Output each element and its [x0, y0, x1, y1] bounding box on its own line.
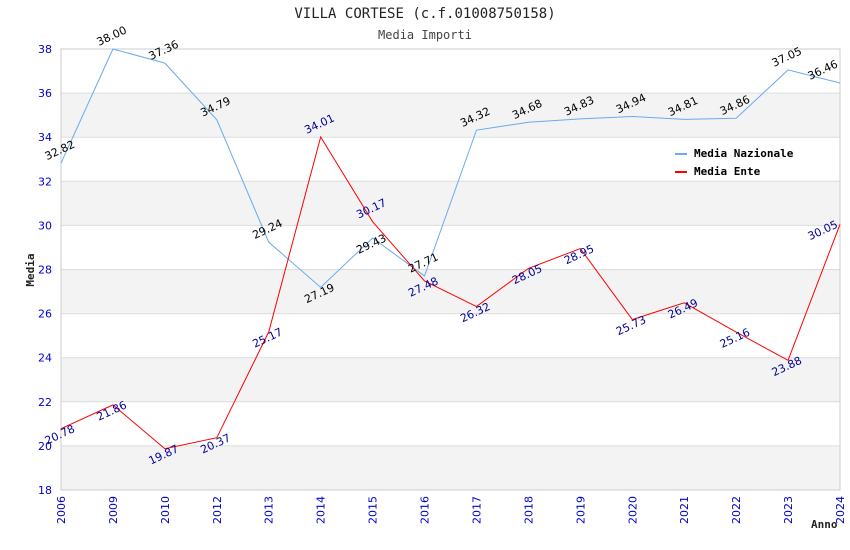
chart-title: VILLA CORTESE (c.f.01008750158) — [294, 6, 555, 22]
x-tick-label: 2015 — [367, 496, 380, 524]
x-tick-label: 2010 — [159, 496, 172, 524]
legend-label-ente: Media Ente — [694, 165, 761, 178]
legend-label-nazionale: Media Nazionale — [694, 147, 794, 160]
x-tick-label: 2019 — [574, 496, 587, 524]
legend: Media Nazionale Media Ente — [670, 142, 810, 178]
y-tick-label: 36 — [38, 87, 52, 100]
chart-subtitle: Media Importi — [378, 28, 472, 42]
y-tick-label: 26 — [38, 308, 52, 321]
y-tick-label: 20 — [38, 440, 52, 453]
x-tick-label: 2016 — [419, 496, 432, 524]
y-tick-label: 32 — [38, 175, 52, 188]
legend-background — [670, 142, 810, 178]
grid-band — [61, 445, 840, 490]
series-line-ente — [60, 135, 841, 450]
x-tick-label: 2017 — [470, 496, 483, 524]
x-tick-label: 2009 — [107, 496, 120, 524]
x-tick-label: 2022 — [730, 496, 743, 524]
x-tick-label: 2006 — [55, 496, 68, 524]
data-label: 38.00 — [95, 24, 129, 49]
plot-border — [60, 48, 841, 491]
x-tick-label: 2013 — [263, 496, 276, 524]
x-tick-label: 2012 — [211, 496, 224, 524]
x-tick-label: 2024 — [834, 496, 847, 524]
y-tick-label: 30 — [38, 219, 52, 232]
y-tick-label: 22 — [38, 396, 52, 409]
grid-band — [61, 269, 840, 314]
x-tick-label: 2018 — [522, 496, 535, 524]
grid-band — [61, 225, 840, 270]
grid-band — [61, 93, 840, 138]
y-axis-label: Media — [24, 253, 37, 286]
x-tick-label: 2021 — [678, 496, 691, 524]
grid-band — [61, 401, 840, 446]
x-tick-label: 2023 — [782, 496, 795, 524]
y-tick-label: 38 — [38, 43, 52, 56]
grid-band — [61, 357, 840, 402]
y-tick-label: 28 — [38, 264, 52, 277]
grid-band — [61, 313, 840, 358]
x-tick-label: 2020 — [626, 496, 639, 524]
y-tick-label: 24 — [38, 352, 52, 365]
y-tick-label: 34 — [38, 131, 52, 144]
grid-band — [61, 49, 840, 94]
x-axis-label: Anno — [811, 518, 838, 531]
y-tick-label: 18 — [38, 484, 52, 497]
x-tick-label: 2014 — [315, 496, 328, 524]
series-line-nazionale — [60, 48, 841, 289]
